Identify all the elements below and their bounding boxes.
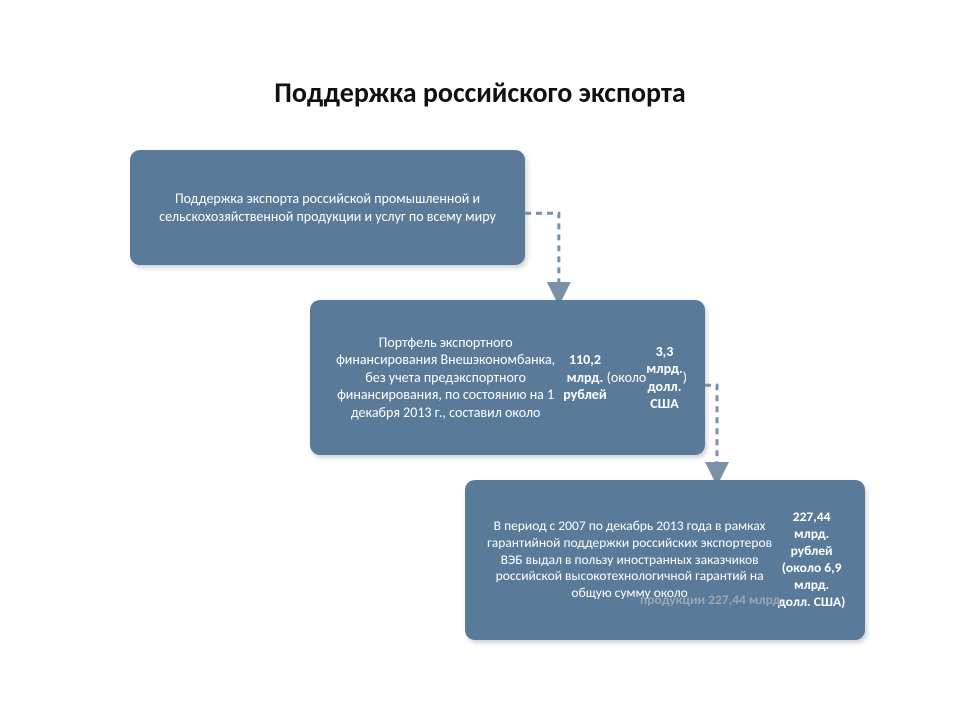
connector-n2-n3 <box>705 385 717 474</box>
flow-box-n1: Поддержка экспорта российской промышленн… <box>130 150 525 265</box>
flow-box-n2: Портфель экспортного финансирования Внеш… <box>310 300 705 455</box>
slide: Поддержка российского экспорта Поддержка… <box>0 0 960 720</box>
flow-box-n3: В период с 2007 по декабрь 2013 года в р… <box>465 480 865 640</box>
connector-n1-n2 <box>525 213 559 294</box>
